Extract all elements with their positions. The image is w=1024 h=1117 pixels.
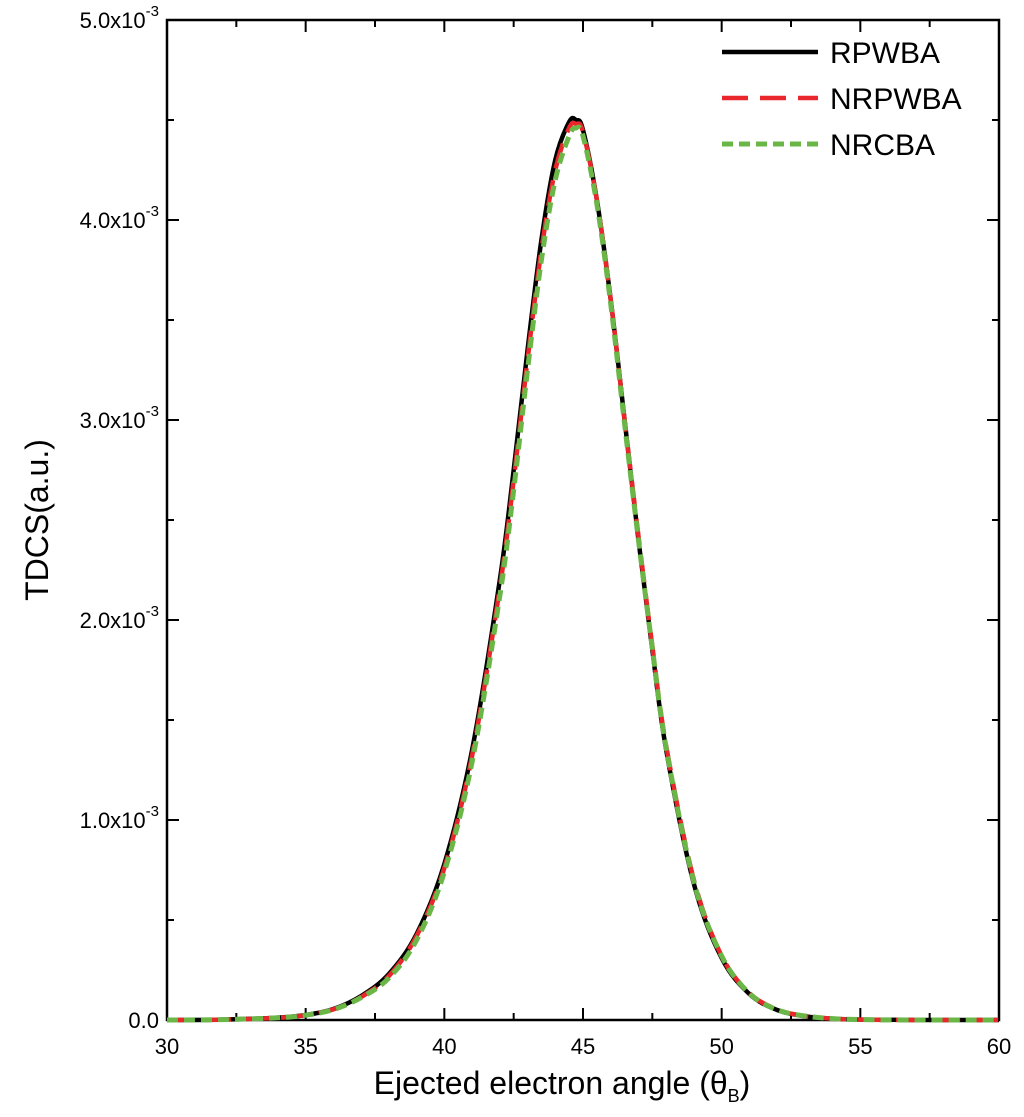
x-tick-label: 60 [987,1034,1011,1059]
series-line-nrpwba [166,120,1000,1023]
plot-frame [165,18,1001,1022]
x-tick-label: 45 [571,1034,595,1059]
x-axis-title-subscript: B [728,1086,740,1106]
x-tick-label: 40 [432,1034,456,1059]
y-tick-label: 1.0x10-3 [80,803,159,833]
legend: RPWBA NRPWBA NRCBA [722,37,962,162]
y-tick-label: 2.0x10-3 [80,603,159,633]
legend-label-nrcba: NRCBA [830,129,935,162]
y-tick-label: 5.0x10-3 [80,3,159,33]
legend-label-nrpwba: NRPWBA [830,83,962,116]
axis-ticks: 30 35 40 45 50 55 60 0.0 1.0x10-3 2.0x10-3 3.0x10-… [80,3,1012,1059]
series-layer [166,115,1000,1023]
x-tick-label: 55 [848,1034,872,1059]
series-line-rpwba [166,115,1000,1023]
y-axis-title: TDCS(a.u.) [19,439,55,601]
y-tick-label: 4.0x10-3 [80,203,159,233]
x-axis-title-main: Ejected electron angle (θ [374,1065,728,1101]
x-tick-label: 35 [293,1034,317,1059]
series-line-nrcba [166,124,1000,1023]
x-tick-label: 50 [709,1034,733,1059]
y-tick-label: 3.0x10-3 [80,403,159,433]
legend-label-rpwba: RPWBA [830,37,940,70]
y-tick-label: 0.0 [128,1008,159,1033]
x-axis-title: Ejected electron angle (θB) [374,1065,751,1106]
x-tick-label: 30 [155,1034,179,1059]
x-axis-title-close: ) [740,1065,751,1101]
